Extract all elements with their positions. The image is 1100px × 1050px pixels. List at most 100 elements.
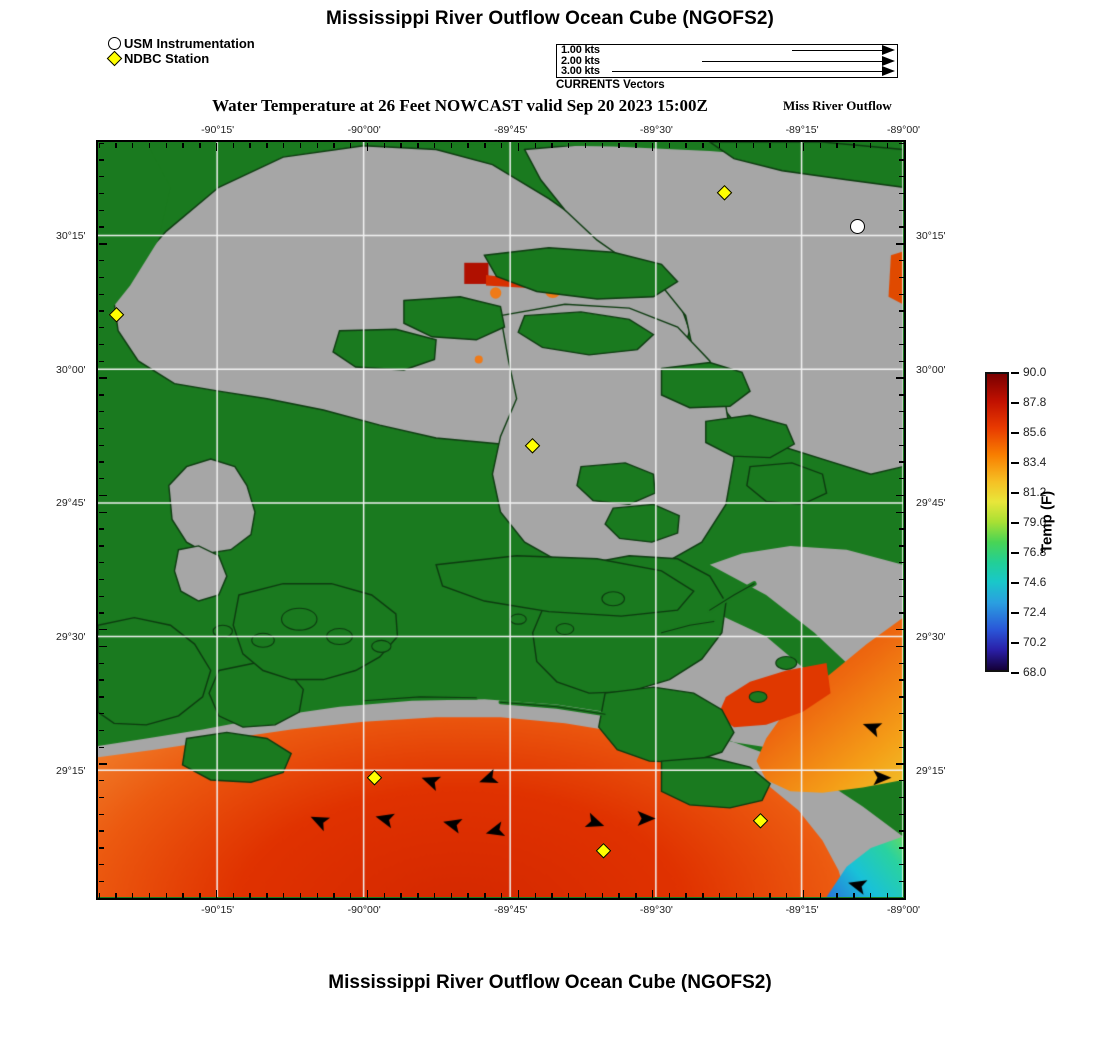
- x-tick-top: [551, 142, 553, 148]
- y-tick-left: [98, 394, 104, 396]
- y-tick-left: [98, 444, 104, 446]
- currents-label-2: 2.00 kts: [561, 54, 600, 67]
- y-tick-left: [98, 327, 104, 329]
- y-tick-left: [98, 880, 104, 883]
- legend-label-usm: USM Instrumentation: [124, 36, 255, 51]
- y-tick-left: [98, 192, 104, 195]
- currents-vector-legend: 1.00 kts 2.00 kts 3.00 kts: [556, 44, 898, 78]
- x-tick-bottom: [148, 892, 151, 898]
- colorbar-tick: [1011, 492, 1019, 494]
- y-axis-label: 30°00': [916, 363, 946, 376]
- y-tick-right: [898, 880, 904, 883]
- usm-instrumentation-marker[interactable]: [849, 218, 865, 234]
- y-tick-right: [898, 410, 904, 413]
- y-tick-right: [895, 763, 904, 765]
- y-tick-left: [98, 712, 104, 715]
- x-tick-top: [232, 142, 235, 148]
- x-tick-top: [719, 142, 721, 148]
- x-tick-bottom: [651, 889, 654, 898]
- x-tick-top: [350, 142, 352, 148]
- y-tick-right: [898, 612, 904, 614]
- x-tick-bottom: [366, 889, 369, 898]
- y-tick-right: [895, 494, 904, 497]
- currents-arrowhead-2: [882, 55, 895, 66]
- y-tick-left: [98, 259, 104, 262]
- x-axis-label: -90°00': [347, 124, 381, 136]
- x-axis-label: -89°45': [494, 904, 528, 916]
- x-tick-top: [769, 142, 771, 148]
- y-tick-left: [98, 461, 104, 463]
- temperature-map-canvas[interactable]: [98, 142, 903, 897]
- y-tick-right: [898, 545, 904, 547]
- x-tick-bottom: [802, 889, 805, 898]
- legend-item-ndbc: NDBC Station: [106, 50, 255, 67]
- y-axis-label: 29°45': [916, 497, 946, 510]
- legend-label-ndbc: NDBC Station: [124, 51, 210, 66]
- x-tick-bottom: [232, 892, 235, 898]
- colorbar-tick: [1011, 402, 1019, 404]
- map-plot-area[interactable]: [96, 140, 906, 900]
- x-tick-top: [115, 142, 117, 148]
- colorbar-tick: [1011, 642, 1019, 644]
- x-tick-bottom: [417, 892, 419, 898]
- x-axis-label: -89°15': [785, 904, 819, 916]
- x-tick-bottom: [282, 892, 285, 898]
- x-tick-bottom: [752, 892, 754, 898]
- y-tick-right: [898, 327, 904, 329]
- currents-row-1: 1.00 kts: [557, 44, 897, 56]
- y-tick-right: [898, 746, 904, 748]
- currents-line-2: [702, 60, 882, 62]
- x-tick-bottom: [601, 892, 604, 898]
- y-tick-right: [898, 595, 904, 597]
- x-tick-bottom: [299, 892, 302, 898]
- x-tick-top: [685, 142, 687, 148]
- x-tick-top: [333, 142, 335, 148]
- diamond-marker-icon: [106, 50, 123, 67]
- x-axis-label: -90°00': [347, 904, 381, 916]
- bottom-caption: Mississippi River Outflow Ocean Cube (NG…: [328, 972, 772, 993]
- x-tick-top: [568, 142, 570, 148]
- x-axis-label: -89°30': [639, 124, 673, 136]
- colorbar-title: Temp (F): [1038, 490, 1056, 554]
- colorbar-tick: [1011, 462, 1019, 464]
- colorbar-tick-label: 81.2: [1023, 485, 1047, 499]
- currents-label-3: 3.00 kts: [561, 65, 600, 78]
- currents-row-2: 2.00 kts: [557, 54, 897, 67]
- x-tick-bottom: [685, 892, 687, 898]
- x-tick-top: [98, 142, 100, 148]
- x-tick-top: [484, 142, 486, 148]
- x-tick-bottom: [98, 892, 100, 898]
- x-tick-top: [702, 142, 704, 148]
- x-tick-bottom: [618, 892, 620, 898]
- x-axis-label: -89°00': [887, 124, 921, 136]
- y-tick-left: [98, 511, 107, 513]
- x-tick-top: [148, 142, 151, 148]
- y-tick-right: [898, 780, 904, 782]
- y-tick-right: [898, 226, 904, 228]
- y-tick-left: [98, 209, 104, 211]
- x-tick-bottom: [383, 892, 385, 898]
- y-tick-left: [98, 545, 104, 547]
- x-tick-bottom: [316, 892, 318, 898]
- y-tick-right: [898, 293, 904, 295]
- x-tick-top: [433, 142, 436, 148]
- x-tick-bottom: [719, 892, 721, 898]
- x-tick-top: [215, 142, 218, 151]
- y-tick-left: [98, 679, 104, 681]
- y-tick-left: [98, 897, 104, 899]
- colorbar-tick-label: 74.6: [1023, 575, 1047, 589]
- y-tick-right: [898, 444, 904, 446]
- colorbar-tick: [1011, 552, 1019, 554]
- x-tick-top: [886, 142, 889, 148]
- x-tick-top: [165, 142, 167, 148]
- y-tick-right: [898, 259, 904, 262]
- x-tick-top: [400, 142, 402, 148]
- x-tick-top: [316, 142, 318, 148]
- x-tick-bottom: [819, 892, 822, 898]
- y-tick-left: [98, 830, 104, 832]
- y-tick-right: [898, 847, 904, 849]
- x-tick-top: [584, 142, 587, 148]
- x-tick-top: [467, 142, 469, 148]
- y-tick-right: [898, 159, 904, 161]
- x-tick-top: [668, 142, 671, 148]
